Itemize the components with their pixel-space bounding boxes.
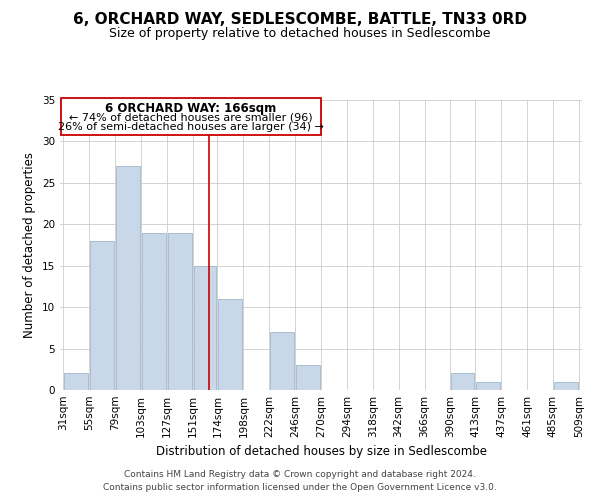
Bar — [64, 374, 88, 390]
Bar — [554, 382, 578, 390]
Bar — [90, 241, 114, 390]
Bar — [194, 266, 217, 390]
Bar — [451, 374, 474, 390]
FancyBboxPatch shape — [61, 98, 321, 135]
Text: 26% of semi-detached houses are larger (34) →: 26% of semi-detached houses are larger (… — [58, 122, 324, 132]
Text: 6 ORCHARD WAY: 166sqm: 6 ORCHARD WAY: 166sqm — [106, 102, 277, 116]
Text: Contains HM Land Registry data © Crown copyright and database right 2024.
Contai: Contains HM Land Registry data © Crown c… — [103, 470, 497, 492]
Text: 6, ORCHARD WAY, SEDLESCOMBE, BATTLE, TN33 0RD: 6, ORCHARD WAY, SEDLESCOMBE, BATTLE, TN3… — [73, 12, 527, 28]
Bar — [476, 382, 500, 390]
Y-axis label: Number of detached properties: Number of detached properties — [23, 152, 37, 338]
Text: ← 74% of detached houses are smaller (96): ← 74% of detached houses are smaller (96… — [69, 112, 313, 122]
Text: Size of property relative to detached houses in Sedlescombe: Size of property relative to detached ho… — [109, 28, 491, 40]
Bar — [116, 166, 140, 390]
X-axis label: Distribution of detached houses by size in Sedlescombe: Distribution of detached houses by size … — [155, 446, 487, 458]
Bar — [296, 365, 320, 390]
Bar — [270, 332, 294, 390]
Bar — [142, 232, 166, 390]
Bar — [218, 299, 242, 390]
Bar — [168, 232, 191, 390]
